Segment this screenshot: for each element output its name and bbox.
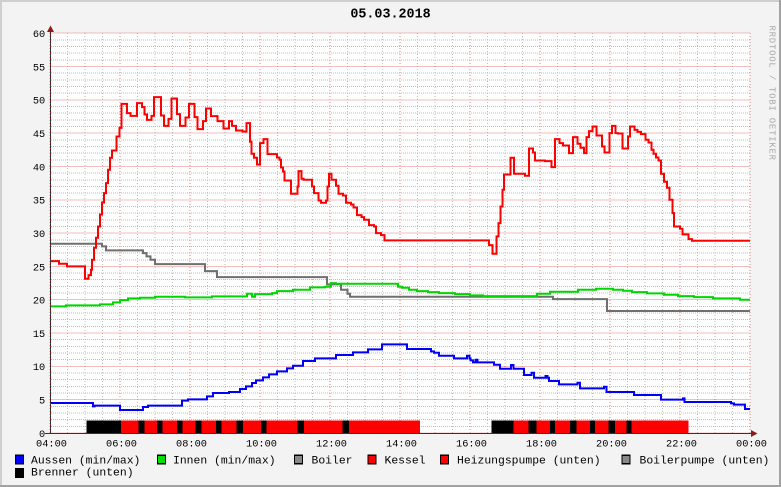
svg-text:20: 20 (33, 296, 45, 308)
svg-text:55: 55 (33, 62, 45, 74)
svg-text:08:00: 08:00 (176, 438, 207, 450)
svg-text:Innen (min/max): Innen (min/max) (173, 455, 276, 467)
svg-text:05.03.2018: 05.03.2018 (350, 8, 430, 23)
svg-text:0: 0 (39, 429, 45, 441)
svg-text:Boilerpumpe (unten): Boilerpumpe (unten) (640, 455, 770, 467)
svg-text:35: 35 (33, 196, 45, 208)
svg-text:06:00: 06:00 (106, 438, 137, 450)
svg-text:Heizungspumpe (unten): Heizungspumpe (unten) (457, 455, 601, 467)
svg-text:Brenner (unten): Brenner (unten) (31, 468, 134, 480)
svg-text:14:00: 14:00 (386, 438, 417, 450)
svg-text:22:00: 22:00 (666, 438, 697, 450)
svg-text:16:00: 16:00 (456, 438, 487, 450)
svg-text:30: 30 (33, 229, 45, 241)
svg-text:50: 50 (33, 96, 45, 108)
svg-text:25: 25 (33, 262, 45, 274)
svg-text:5: 5 (39, 396, 45, 408)
svg-text:10:00: 10:00 (246, 438, 277, 450)
svg-text:10: 10 (33, 362, 45, 374)
svg-text:40: 40 (33, 162, 45, 174)
svg-text:04:00: 04:00 (36, 438, 67, 450)
svg-text:12:00: 12:00 (316, 438, 347, 450)
svg-text:45: 45 (33, 129, 45, 141)
svg-text:15: 15 (33, 329, 45, 341)
svg-text:00:00: 00:00 (736, 438, 767, 450)
svg-text:20:00: 20:00 (596, 438, 627, 450)
svg-text:18:00: 18:00 (526, 438, 557, 450)
svg-text:RRDTOOL / TOBI OETIKER: RRDTOOL / TOBI OETIKER (767, 26, 777, 161)
svg-text:Aussen (min/max): Aussen (min/max) (31, 455, 140, 467)
svg-text:60: 60 (33, 29, 45, 41)
svg-text:Kessel: Kessel (385, 455, 426, 467)
svg-text:Boiler: Boiler (312, 455, 353, 467)
